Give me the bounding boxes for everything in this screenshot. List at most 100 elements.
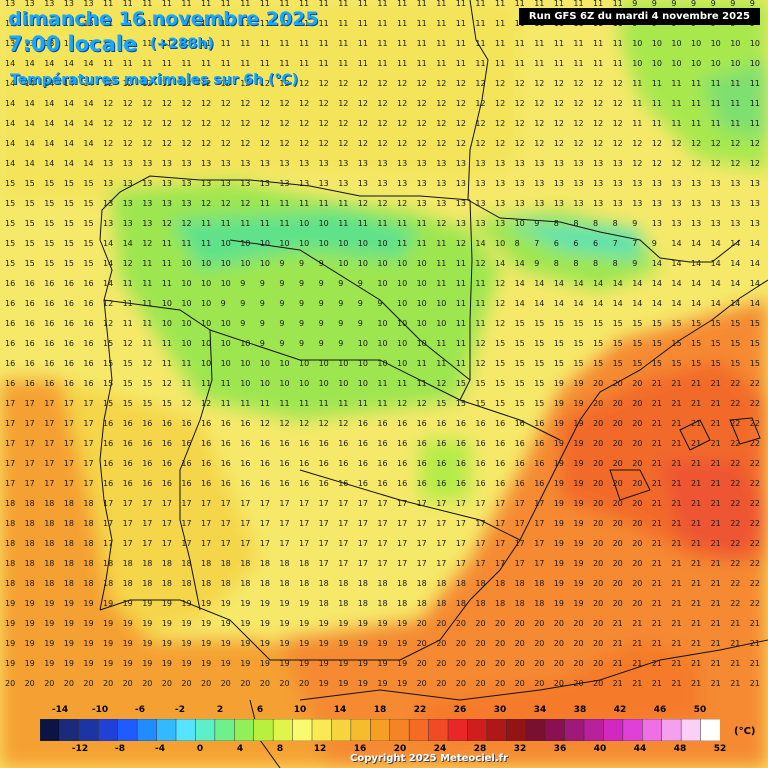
grid-value: 10 bbox=[240, 359, 250, 368]
grid-value: 18 bbox=[338, 579, 348, 588]
grid-value: 12 bbox=[573, 139, 583, 148]
grid-value: 19 bbox=[338, 679, 348, 688]
grid-value: 12 bbox=[456, 139, 466, 148]
grid-value: 17 bbox=[417, 539, 427, 548]
grid-value: 13 bbox=[652, 219, 662, 228]
grid-value: 17 bbox=[299, 519, 309, 528]
grid-value: 12 bbox=[436, 79, 446, 88]
grid-value: 12 bbox=[613, 79, 623, 88]
grid-value: 11 bbox=[142, 59, 152, 68]
grid-value: 19 bbox=[377, 679, 387, 688]
grid-value: 20 bbox=[632, 499, 642, 508]
legend-label-bottom: 8 bbox=[276, 744, 284, 754]
grid-value: 20 bbox=[436, 639, 446, 648]
grid-value: 13 bbox=[83, 0, 93, 8]
grid-value: 19 bbox=[573, 599, 583, 608]
grid-value: 13 bbox=[44, 39, 54, 48]
grid-value: 12 bbox=[397, 139, 407, 148]
grid-value: 12 bbox=[573, 79, 583, 88]
grid-value: 17 bbox=[83, 459, 93, 468]
grid-value: 13 bbox=[299, 179, 309, 188]
grid-value: 11 bbox=[338, 39, 348, 48]
grid-value: 11 bbox=[456, 59, 466, 68]
grid-value: 14 bbox=[671, 239, 681, 248]
grid-value: 13 bbox=[515, 199, 525, 208]
grid-value: 17 bbox=[103, 519, 113, 528]
grid-value: 22 bbox=[730, 479, 740, 488]
grid-value: 16 bbox=[515, 479, 525, 488]
grid-value: 10 bbox=[260, 239, 270, 248]
grid-value: 9 bbox=[711, 0, 716, 8]
grid-value: 14 bbox=[64, 79, 74, 88]
grid-value: 11 bbox=[123, 319, 133, 328]
grid-value: 15 bbox=[652, 339, 662, 348]
grid-value: 19 bbox=[358, 679, 368, 688]
grid-value: 14 bbox=[573, 299, 583, 308]
grid-value: 19 bbox=[103, 619, 113, 628]
grid-value: 16 bbox=[123, 459, 133, 468]
grid-value: 14 bbox=[730, 299, 740, 308]
grid-value: 12 bbox=[162, 219, 172, 228]
grid-value: 11 bbox=[162, 59, 172, 68]
grid-value: 16 bbox=[103, 419, 113, 428]
grid-value: 16 bbox=[162, 419, 172, 428]
grid-value: 18 bbox=[436, 579, 446, 588]
grid-value: 19 bbox=[25, 659, 35, 668]
grid-value: 10 bbox=[397, 319, 407, 328]
grid-value: 13 bbox=[142, 179, 152, 188]
grid-value: 19 bbox=[554, 499, 564, 508]
grid-value: 12 bbox=[240, 99, 250, 108]
grid-value: 12 bbox=[671, 139, 681, 148]
legend-label-top: 2 bbox=[216, 705, 224, 715]
grid-value: 17 bbox=[456, 499, 466, 508]
grid-value: 11 bbox=[417, 19, 427, 28]
grid-value: 12 bbox=[221, 99, 231, 108]
grid-value: 15 bbox=[652, 359, 662, 368]
grid-value: 13 bbox=[103, 199, 113, 208]
grid-value: 10 bbox=[338, 379, 348, 388]
grid-value: 21 bbox=[691, 679, 701, 688]
grid-value: 13 bbox=[181, 179, 191, 188]
grid-value: 11 bbox=[123, 0, 133, 8]
grid-value: 13 bbox=[5, 19, 15, 28]
grid-value: 16 bbox=[358, 419, 368, 428]
grid-value: 12 bbox=[436, 99, 446, 108]
legend-label-top: 10 bbox=[293, 705, 307, 715]
grid-value: 14 bbox=[730, 279, 740, 288]
grid-value: 6 bbox=[554, 239, 559, 248]
grid-value: 12 bbox=[475, 259, 485, 268]
grid-value: 10 bbox=[319, 359, 329, 368]
grid-value: 15 bbox=[83, 239, 93, 248]
grid-value: 16 bbox=[299, 459, 309, 468]
grid-value: 16 bbox=[162, 479, 172, 488]
grid-value: 12 bbox=[142, 239, 152, 248]
grid-value: 12 bbox=[632, 139, 642, 148]
grid-value: 11 bbox=[123, 19, 133, 28]
grid-value: 20 bbox=[260, 679, 270, 688]
grid-value: 20 bbox=[632, 459, 642, 468]
grid-value: 17 bbox=[64, 439, 74, 448]
grid-value: 18 bbox=[495, 599, 505, 608]
grid-value: 18 bbox=[25, 559, 35, 568]
grid-value: 19 bbox=[44, 619, 54, 628]
grid-value: 20 bbox=[64, 679, 74, 688]
grid-value: 17 bbox=[358, 499, 368, 508]
grid-value: 18 bbox=[397, 599, 407, 608]
grid-value: 15 bbox=[515, 359, 525, 368]
grid-value: 16 bbox=[338, 459, 348, 468]
grid-value: 20 bbox=[554, 639, 564, 648]
grid-value: 9 bbox=[299, 279, 304, 288]
grid-value: 14 bbox=[475, 239, 485, 248]
grid-value: 13 bbox=[691, 179, 701, 188]
grid-value: 11 bbox=[377, 379, 387, 388]
grid-value: 14 bbox=[613, 299, 623, 308]
grid-value: 10 bbox=[201, 259, 211, 268]
grid-value: 12 bbox=[123, 119, 133, 128]
grid-value: 19 bbox=[162, 619, 172, 628]
grid-value: 8 bbox=[573, 259, 578, 268]
grid-value: 10 bbox=[436, 299, 446, 308]
grid-value: 18 bbox=[44, 559, 54, 568]
color-legend bbox=[40, 719, 720, 741]
grid-value: 11 bbox=[358, 59, 368, 68]
grid-value: 13 bbox=[495, 179, 505, 188]
